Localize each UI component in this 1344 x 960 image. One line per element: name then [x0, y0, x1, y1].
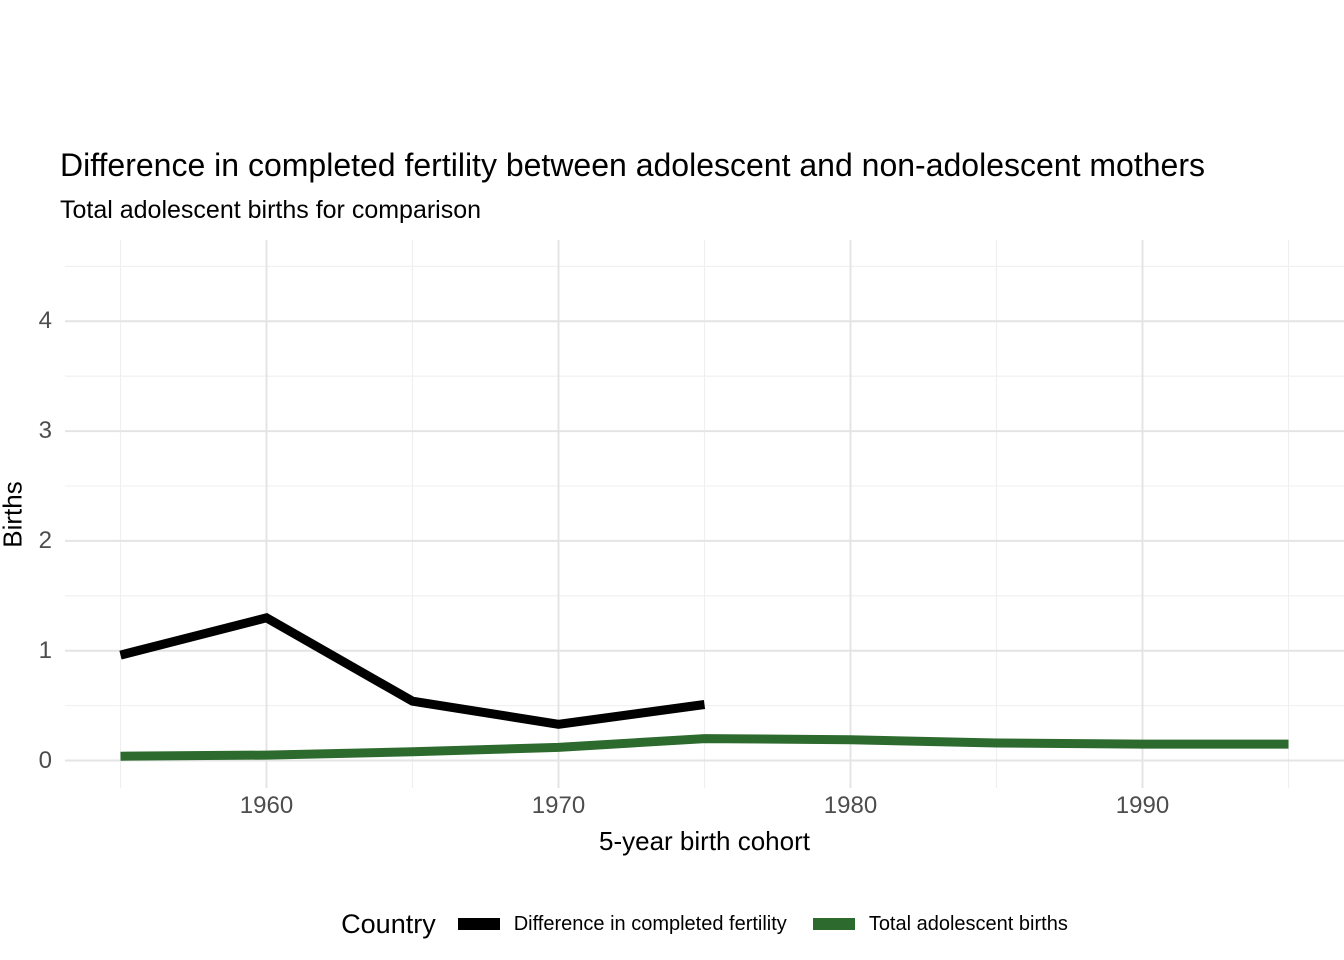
legend-key-total-births-swatch: [812, 918, 855, 930]
y-tick-label: 1: [38, 636, 52, 664]
plot-panel: [65, 240, 1344, 788]
y-tick-label: 3: [38, 417, 52, 445]
y-tick-label: 2: [38, 526, 52, 554]
chart-title: Difference in completed fertility betwee…: [60, 147, 1205, 183]
legend-key-difference-swatch: [457, 918, 500, 930]
x-tick-label: 1990: [1115, 792, 1170, 819]
x-tick-label: 1960: [239, 792, 294, 819]
y-axis-title: Births: [0, 481, 28, 548]
x-axis-title: 5-year birth cohort: [599, 826, 810, 856]
x-tick-label: 1970: [531, 792, 586, 819]
legend-title: Country: [341, 908, 436, 939]
line-difference-fertility: [119, 612, 706, 729]
x-tick-label: 1980: [823, 792, 878, 819]
legend-label-total-births: Total adolescent births: [868, 912, 1068, 935]
y-tick-label: 4: [38, 307, 52, 335]
legend: Country Difference in completed fertilit…: [65, 901, 1344, 947]
plot-area: [65, 240, 1344, 788]
legend-label-difference: Difference in completed fertility: [513, 912, 787, 935]
y-tick-label: 0: [38, 746, 52, 774]
legend-entry-difference: Difference in completed fertility: [457, 912, 787, 936]
chart-subtitle: Total adolescent births for comparison: [60, 196, 482, 224]
legend-entry-total-births: Total adolescent births: [812, 912, 1068, 936]
line-total-adolescent-births: [120, 734, 1289, 761]
